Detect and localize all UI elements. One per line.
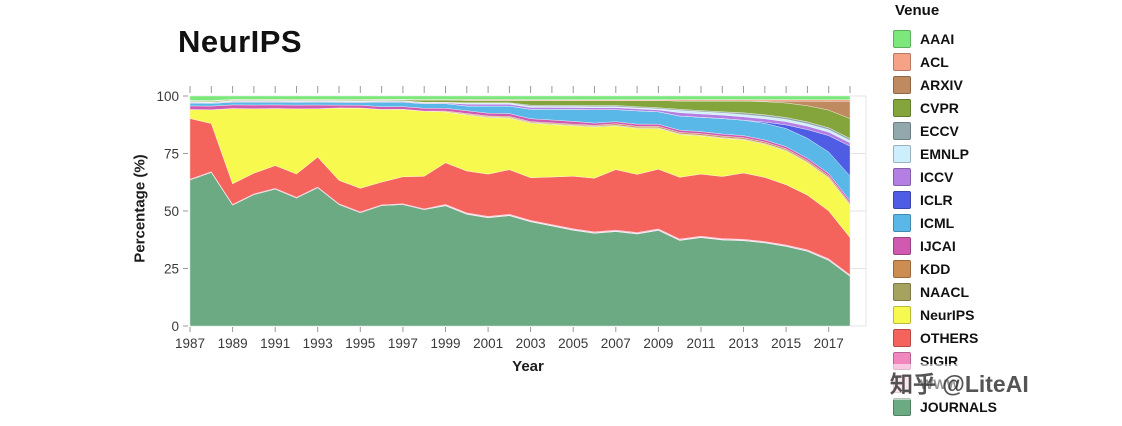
stacked-area-chart: 1987 1989 1991 1993 1995 1997 1999 2001 2003 2005… — [156, 86, 867, 351]
x-tick-label: 2005 — [558, 336, 588, 351]
area-AAAI — [189, 95, 851, 101]
chart-title: NeurIPS — [178, 24, 303, 59]
legend-label: OTHERS — [920, 329, 979, 346]
x-tick-label: 2013 — [728, 336, 758, 351]
x-axis-title: Year — [512, 358, 544, 375]
legend-items: AAAI ACL ARXIV CVPR ECCV EMNLP ICCV ICLR ICML IJC… — [893, 27, 1122, 418]
x-tick-label: 2011 — [686, 336, 715, 351]
legend-item-acl: ACL — [893, 50, 1122, 73]
legend-label: ECCV — [920, 122, 959, 139]
legend-item-kdd: KDD — [893, 257, 1122, 280]
legend-item-others: OTHERS — [893, 326, 1122, 349]
legend-swatch — [893, 167, 911, 186]
legend-swatch — [893, 144, 911, 163]
legend-label: KDD — [920, 260, 951, 277]
venue-legend: Venue AAAI ACL ARXIV CVPR ECCV EMNLP ICCV ICLR I… — [893, 2, 1122, 418]
legend-label: JOURNALS — [920, 398, 998, 415]
legend-item-emnlp: EMNLP — [893, 142, 1122, 165]
legend-label: ACL — [920, 53, 949, 70]
x-tick-label: 2003 — [516, 336, 546, 351]
legend-swatch — [893, 236, 911, 255]
legend-swatch — [893, 282, 911, 301]
legend-swatch — [893, 305, 911, 324]
legend-item-neurips: NeurIPS — [893, 303, 1122, 326]
legend-item-icml: ICML — [893, 211, 1122, 234]
legend-swatch — [893, 121, 911, 140]
x-tick-label: 1991 — [260, 336, 290, 351]
y-tick-label: 25 — [164, 261, 179, 276]
legend-item-aaai: AAAI — [893, 27, 1122, 50]
legend-swatch — [893, 328, 911, 347]
legend-item-arxiv: ARXIV — [893, 73, 1122, 96]
x-tick-label: 1989 — [218, 336, 248, 351]
y-tick-label: 100 — [156, 89, 179, 104]
legend-label: CVPR — [920, 99, 959, 116]
x-tick-label: 1997 — [388, 336, 418, 351]
legend-label: IJCAI — [920, 237, 956, 254]
legend-swatch — [893, 52, 911, 71]
x-tick-label: 1987 — [175, 336, 205, 351]
y-tick-label: 75 — [164, 146, 179, 161]
watermark: 知乎 @LiteAI — [884, 364, 1035, 400]
legend-item-cvpr: CVPR — [893, 96, 1122, 119]
legend-item-iccv: ICCV — [893, 165, 1122, 188]
legend-label: ARXIV — [920, 76, 963, 93]
legend-item-ijcai: IJCAI — [893, 234, 1122, 257]
legend-label: AAAI — [920, 30, 955, 47]
legend-item-iclr: ICLR — [893, 188, 1122, 211]
x-tick-label: 2009 — [643, 336, 673, 351]
x-tick-label: 2001 — [473, 336, 503, 351]
legend-item-eccv: ECCV — [893, 119, 1122, 142]
legend-swatch — [893, 213, 911, 232]
x-tick-label: 2015 — [771, 336, 801, 351]
legend-swatch — [893, 75, 911, 94]
x-tick-label: 1995 — [345, 336, 375, 351]
legend-swatch — [893, 397, 911, 416]
x-tick-label: 2007 — [601, 336, 631, 351]
legend-label: NAACL — [920, 283, 969, 300]
x-tick-label: 1993 — [303, 336, 333, 351]
legend-swatch — [893, 190, 911, 209]
legend-label: NeurIPS — [920, 306, 975, 323]
y-axis-title: Percentage (%) — [131, 154, 149, 263]
y-tick-label: 0 — [171, 319, 179, 334]
legend-swatch — [893, 29, 911, 48]
legend-swatch — [893, 259, 911, 278]
x-tick-label: 1999 — [430, 336, 460, 351]
legend-label: ICLR — [920, 191, 953, 208]
legend-swatch — [893, 98, 911, 117]
legend-title: Venue — [895, 2, 940, 19]
legend-label: EMNLP — [920, 145, 969, 162]
legend-item-naacl: NAACL — [893, 280, 1122, 303]
x-tick-label: 2017 — [814, 336, 844, 351]
legend-label: ICML — [920, 214, 955, 231]
legend-label: ICCV — [920, 168, 954, 185]
y-tick-label: 50 — [164, 204, 179, 219]
